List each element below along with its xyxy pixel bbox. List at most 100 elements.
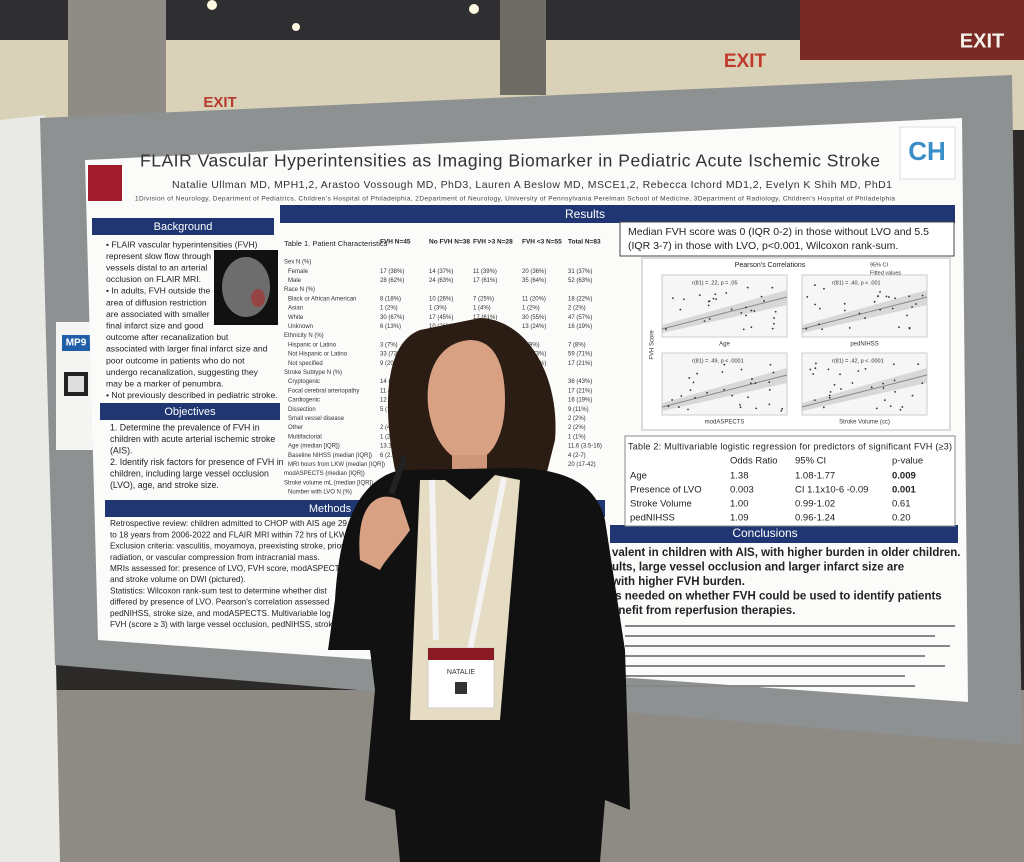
ci-band xyxy=(662,290,787,333)
dot xyxy=(754,382,757,385)
table-row-label: Sex N (%) xyxy=(284,260,311,266)
pillar xyxy=(500,0,546,95)
text-line: pedNIHSS, stroke size, and modASPECTS. M… xyxy=(110,609,331,618)
section-bar xyxy=(92,218,274,235)
dot xyxy=(828,396,831,399)
dot xyxy=(813,399,816,401)
table-cell: 1 (2%) xyxy=(380,434,398,440)
dot xyxy=(828,394,831,397)
table-cell: 11.6 (3.5-16) xyxy=(568,444,602,450)
dot xyxy=(805,327,808,330)
dot xyxy=(746,286,749,289)
table-cell: 1.00 xyxy=(730,499,749,510)
fit-line xyxy=(661,296,788,330)
table-cell: 31 (37%) xyxy=(568,269,592,275)
poster-content: CH FLAIR Vascular Hyperintensities as Im… xyxy=(88,126,960,687)
dot xyxy=(703,320,706,322)
dot xyxy=(858,312,861,315)
dot xyxy=(665,328,667,331)
dot xyxy=(894,297,896,300)
text-line: represent slow flow through xyxy=(106,251,211,261)
text-line: (LVO), age, and stroke size. xyxy=(110,480,219,490)
dot xyxy=(749,382,752,385)
text-line: vessels distal to an arterial xyxy=(106,262,207,272)
badge-qr xyxy=(455,682,467,694)
section-heading: Methods xyxy=(309,503,352,515)
axis-label: Stroke Volume (cc) xyxy=(839,420,890,426)
text-line: Median FVH score was 0 (IQR 0-2) in thos… xyxy=(628,226,929,238)
text-line: Statistics: Wilcoxon rank-sum test to de… xyxy=(110,586,327,595)
light xyxy=(207,0,217,10)
table-row-label: Focal cerebral arteriopathy xyxy=(288,388,359,394)
dot xyxy=(827,368,830,371)
dot xyxy=(772,371,775,374)
dot xyxy=(708,318,711,320)
dot xyxy=(771,286,774,289)
section-bar xyxy=(100,403,280,420)
table-cell: 6 (2.5 xyxy=(380,453,396,459)
table-cell: 1 (2%) xyxy=(522,306,540,312)
table-cell: 16 (19%) xyxy=(568,324,592,330)
legend-entry: Fitted values xyxy=(870,270,901,276)
table-header: FVH <3 N=55 xyxy=(522,239,562,246)
table-cell: 20 (17-42) xyxy=(568,462,596,468)
text-line: 2. Identify risk factors for presence of… xyxy=(110,457,284,467)
reference-line xyxy=(625,685,915,687)
dot xyxy=(851,382,854,384)
dot xyxy=(740,311,743,314)
text-line: is needed on whether FVH could be used t… xyxy=(612,591,942,603)
table-header: FVH >3 N=28 xyxy=(473,239,513,246)
table-cell: 0.001 xyxy=(892,485,916,496)
exit-sign: EXIT xyxy=(724,51,767,72)
dot xyxy=(680,395,683,397)
section-heading: Conclusions xyxy=(732,526,797,540)
table-row-label: Baseline NIHSS (median [IQR]) xyxy=(288,453,372,459)
dot xyxy=(747,396,749,399)
table-cell: 2 (2%) xyxy=(568,416,586,422)
subplot-stat: r(81) = .49, p < .0001 xyxy=(692,358,744,364)
dot xyxy=(682,298,685,301)
table-cell: 10 (26%) xyxy=(429,296,453,302)
dot xyxy=(864,317,866,319)
text-line: FVH (score ≥ 3) with large vessel occlus… xyxy=(110,620,337,629)
fit-line xyxy=(801,374,928,408)
dot xyxy=(921,294,924,297)
dot xyxy=(864,367,867,370)
text-line: Exclusion criteria: vasculitis, moyamoya… xyxy=(110,542,344,551)
text-line: radiation, or vascular compression from … xyxy=(110,553,320,562)
table-row-label: Other xyxy=(288,425,303,431)
text-line: Retrospective review: children admitted … xyxy=(110,519,347,528)
text-line: • Not previously described in pediatric … xyxy=(106,390,278,400)
table-row-label: Ethnicity N (%) xyxy=(284,333,324,339)
text-line: are associated with smaller xyxy=(106,309,210,319)
table-header: p-value xyxy=(892,456,923,467)
text-line: (IQR 3-7) in those with LVO, p<0.001, Wi… xyxy=(628,240,898,252)
dot xyxy=(882,382,885,385)
dot xyxy=(915,303,917,305)
table-header: 95% CI xyxy=(795,456,826,467)
table-header: Total N=83 xyxy=(568,239,601,246)
dot xyxy=(707,304,710,307)
dot xyxy=(821,328,824,331)
table-row-label: Stroke volume mL (median [IQR]) xyxy=(284,480,373,486)
table-cell: 52 (63%) xyxy=(568,278,592,284)
axis-label: FVH Score xyxy=(650,330,656,360)
dot xyxy=(901,406,904,408)
text-line: • In adults, FVH outside the xyxy=(106,286,210,296)
table-cell: 0.96-1.24 xyxy=(795,513,835,524)
dot xyxy=(911,394,914,397)
dot xyxy=(892,363,895,366)
dot xyxy=(893,379,896,382)
hand xyxy=(359,496,410,570)
dot xyxy=(694,397,696,399)
dot xyxy=(823,287,825,290)
dot xyxy=(822,406,825,409)
table-cell: 30 (55%) xyxy=(522,315,546,321)
dot xyxy=(714,293,717,296)
mri-lesion xyxy=(251,289,265,307)
text-line: final infarct size and good xyxy=(106,320,204,330)
table2-box xyxy=(624,435,956,527)
dot xyxy=(745,314,747,317)
table-cell: 4 (2-7) xyxy=(568,453,586,459)
dot xyxy=(707,300,710,303)
